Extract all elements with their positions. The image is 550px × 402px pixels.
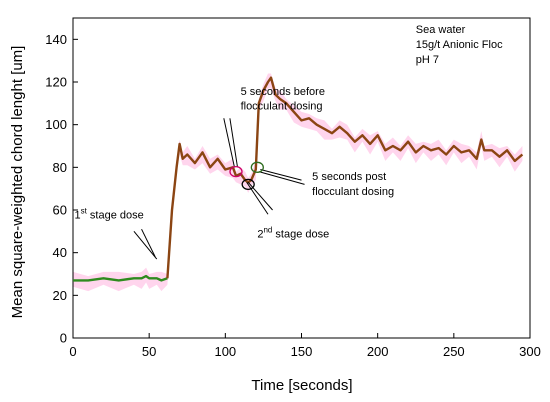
plot-border bbox=[72, 17, 531, 339]
annotation-text: 1st stage dose bbox=[75, 207, 144, 222]
x-tick-label: 0 bbox=[69, 344, 76, 359]
x-tick-label: 250 bbox=[443, 344, 465, 359]
y-tick-label: 40 bbox=[53, 245, 67, 260]
annotation-text: flocculant dosing bbox=[312, 186, 394, 198]
y-axis-title: Mean square-weighted chord lenght [um] bbox=[9, 46, 26, 319]
y-tick-label: 0 bbox=[60, 331, 67, 346]
highlight-circle bbox=[250, 161, 264, 173]
y-tick-label: 120 bbox=[45, 75, 67, 90]
plot-area bbox=[72, 17, 531, 339]
y-axis: 0 20 40 60 80 100 120 140 bbox=[45, 32, 78, 346]
x-tick-label: 200 bbox=[367, 344, 389, 359]
y-tick-label: 20 bbox=[53, 288, 67, 303]
series-line-early bbox=[73, 274, 168, 282]
x-tick-label: 50 bbox=[142, 344, 156, 359]
annotation-arrow bbox=[141, 228, 156, 258]
highlight-circle bbox=[241, 178, 255, 191]
annotation-arrow bbox=[133, 231, 158, 260]
annotation-arrow bbox=[246, 181, 269, 215]
series-layer bbox=[73, 76, 524, 282]
annotation-layer: Sea water 15g/t Anionic Floc pH 7 5 seconds… bbox=[75, 24, 504, 241]
y-tick-label: 140 bbox=[45, 32, 67, 47]
series-line bbox=[166, 76, 524, 279]
y-tick-label: 100 bbox=[45, 117, 67, 132]
annotation-arrow bbox=[247, 181, 273, 211]
annotation-text: 5 seconds post bbox=[312, 171, 386, 183]
annotation-text: Sea water bbox=[416, 24, 466, 36]
annotation-arrow bbox=[260, 168, 302, 181]
annotation-text: 5 seconds before bbox=[241, 86, 325, 98]
x-tick-label: 150 bbox=[291, 344, 313, 359]
x-axis-title: Time [seconds] bbox=[251, 377, 352, 394]
x-tick-label: 100 bbox=[214, 344, 236, 359]
annotation-text: pH 7 bbox=[416, 54, 439, 66]
arrow-layer bbox=[133, 118, 305, 260]
annotation-text: flocculant dosing bbox=[241, 101, 323, 113]
annotation-text: 2nd stage dose bbox=[257, 226, 329, 241]
x-axis: 0 50 100 150 200 250 300 bbox=[69, 333, 541, 359]
annotation-arrow bbox=[223, 118, 235, 168]
y-tick-label: 80 bbox=[53, 160, 67, 175]
y-tick-label: 60 bbox=[53, 203, 67, 218]
annotation-text: 15g/t Anionic Floc bbox=[416, 39, 503, 51]
x-tick-label: 300 bbox=[519, 344, 541, 359]
annotation-arrow bbox=[229, 118, 239, 168]
circle-layer bbox=[229, 161, 264, 191]
highlight-circle bbox=[229, 165, 243, 178]
annotation-arrow bbox=[258, 171, 305, 185]
